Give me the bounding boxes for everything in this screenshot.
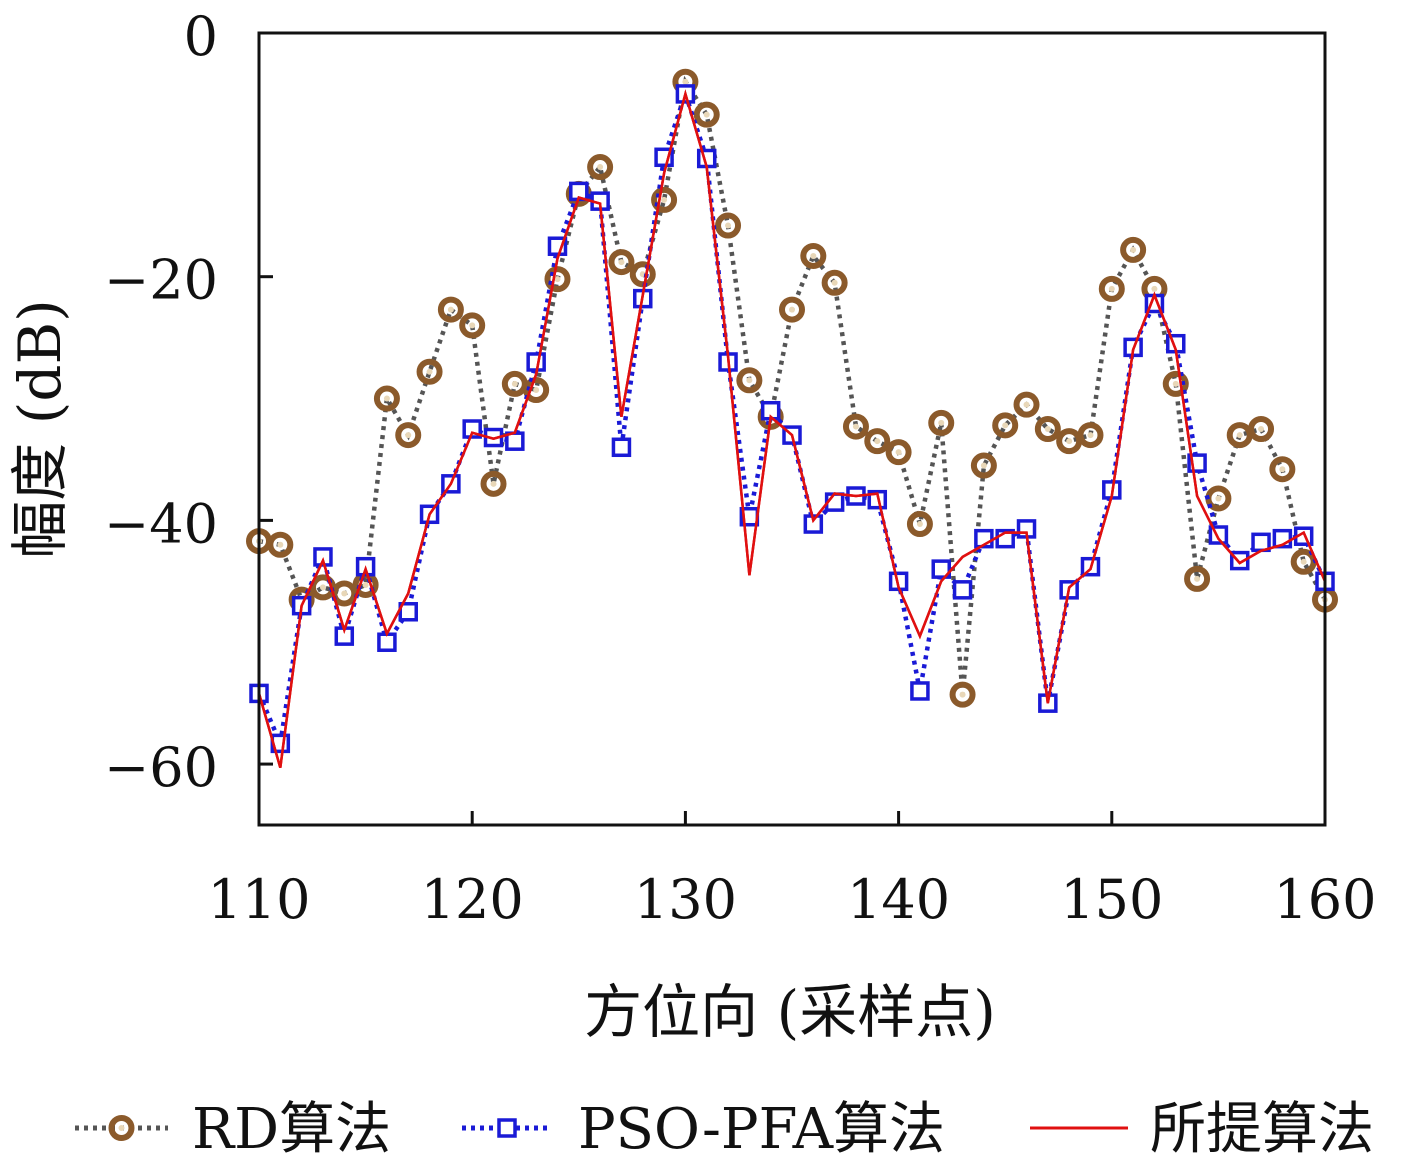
data-point-rd [1013, 391, 1040, 418]
x-tick-label: 130 [634, 868, 737, 931]
data-point-pso [398, 602, 418, 622]
data-point-rd [1184, 565, 1211, 592]
data-point-rd [587, 154, 614, 181]
data-point-rd [800, 242, 827, 269]
legend-item: PSO-PFA算法 [462, 1097, 945, 1162]
plot-area [246, 68, 1338, 769]
data-point-rd [651, 186, 678, 213]
plot-frame [257, 31, 1327, 827]
data-point-rd [1077, 422, 1104, 449]
data-point-rd [779, 296, 805, 323]
y-tick-label: −60 [104, 736, 218, 799]
data-point-rd [1269, 456, 1296, 483]
data-point-rd [715, 212, 742, 239]
legend-label: RD算法 [192, 1097, 391, 1162]
data-point-rd [992, 412, 1019, 439]
data-point-pso [611, 437, 632, 458]
data-point-rd [480, 470, 507, 497]
data-point-rd [608, 249, 635, 276]
y-tick-label: −20 [104, 249, 218, 312]
legend-item: 所提算法 [1030, 1097, 1374, 1162]
x-tick-label: 110 [207, 868, 310, 931]
x-tick-label: 120 [421, 868, 524, 931]
data-point-rd [437, 296, 464, 323]
data-point-rd [459, 312, 486, 339]
data-point-rd [395, 422, 422, 449]
data-point-pso [377, 632, 397, 652]
data-point-rd [864, 428, 891, 455]
data-point-rd [949, 681, 976, 708]
data-point-rd [1034, 416, 1061, 442]
data-point-rd [928, 409, 955, 436]
data-point-rd [1248, 416, 1275, 442]
data-point-rd [842, 413, 869, 440]
x-axis-label: 方位向 (采样点) [584, 978, 996, 1046]
data-point-rd [523, 377, 550, 404]
y-axis-label: 幅度 (dB) [6, 299, 74, 558]
y-tick-label: 0 [184, 5, 218, 68]
data-point-rd [1226, 422, 1253, 449]
series-line-proposed [257, 89, 1327, 769]
data-point-rd [373, 385, 400, 412]
data-point-rd [544, 266, 571, 293]
legend-marker-square [497, 1118, 517, 1138]
x-tick-label: 150 [1060, 868, 1163, 931]
data-point-rd [1098, 275, 1125, 302]
data-point-rd [736, 367, 763, 394]
data-point-rd [885, 439, 912, 466]
data-point-rd [331, 580, 358, 607]
data-point-rd [416, 358, 443, 385]
data-point-pso [910, 681, 930, 701]
data-point-pso [952, 580, 973, 600]
data-point-rd [1056, 428, 1083, 455]
data-point-pso [505, 431, 525, 451]
data-point-rd [821, 269, 848, 296]
data-point-pso [867, 489, 888, 510]
data-point-rd [970, 452, 997, 479]
data-point-pso [313, 547, 333, 567]
legend-marker-circle [108, 1115, 135, 1141]
x-tick-label: 160 [1273, 868, 1376, 931]
legend-item: RD算法 [75, 1097, 391, 1162]
data-point-rd [267, 531, 294, 558]
y-axis: 0 −20 −40 −60 [104, 5, 273, 799]
data-point-rd [501, 370, 528, 397]
data-point-rd [1120, 236, 1147, 263]
y-tick-label: −40 [104, 492, 218, 555]
series-line-1 [256, 86, 1328, 752]
legend-label: PSO-PFA算法 [578, 1097, 945, 1162]
x-axis: 110 120 130 140 150 160 [207, 811, 1377, 931]
data-point-rd [906, 511, 933, 538]
data-point-rd [693, 101, 720, 128]
data-point-pso [931, 559, 951, 579]
data-point-pso [1251, 532, 1271, 553]
legend-label: 所提算法 [1150, 1097, 1374, 1162]
legend: RD算法 PSO-PFA算法 所提算法 [75, 1097, 1374, 1162]
x-tick-label: 140 [847, 868, 950, 931]
data-point-rd [1162, 370, 1189, 397]
